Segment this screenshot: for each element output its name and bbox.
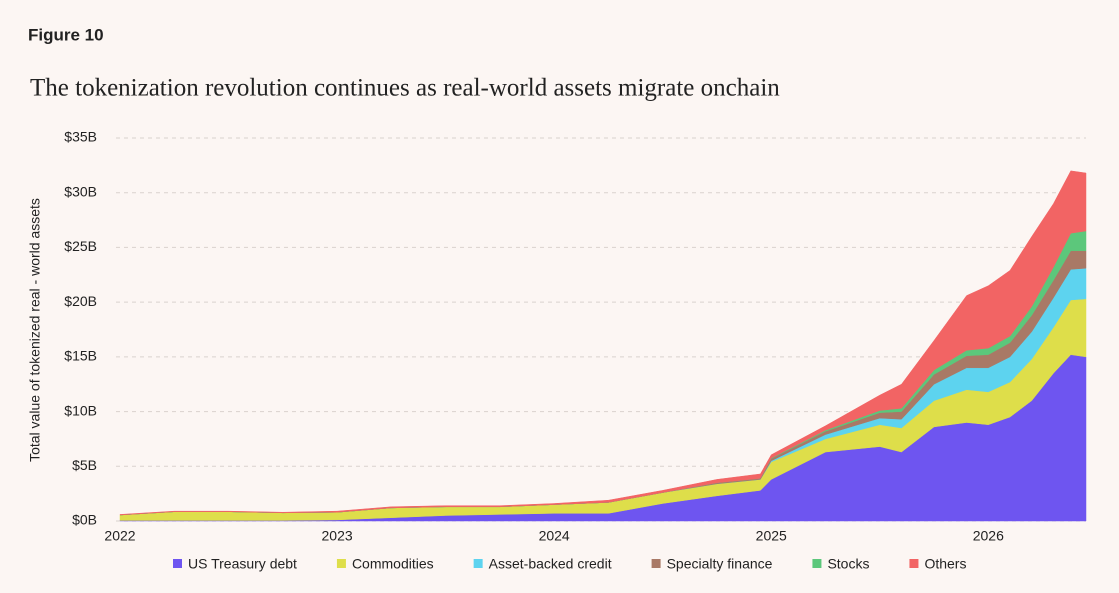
chart-title: The tokenization revolution continues as… <box>30 75 780 102</box>
figure-label: Figure 10 <box>28 25 104 44</box>
y-tick-label: $15B <box>64 348 97 364</box>
legend-label: Stocks <box>827 556 869 572</box>
y-tick-label: $25B <box>64 238 97 254</box>
legend-label: Others <box>924 556 966 572</box>
y-tick-label: $30B <box>64 183 97 199</box>
legend-swatch <box>651 559 661 568</box>
legend-swatch <box>812 559 822 568</box>
legend-swatch <box>473 559 483 568</box>
legend-swatch <box>336 559 346 568</box>
y-axis-label: Total value of tokenized real - world as… <box>27 198 43 462</box>
x-tick-label: 2025 <box>756 528 787 544</box>
legend-swatch <box>909 559 919 568</box>
x-tick-label: 2022 <box>104 528 135 544</box>
y-tick-label: $10B <box>64 402 97 418</box>
legend-label: Commodities <box>352 556 434 572</box>
y-tick-label: $0B <box>72 512 97 528</box>
y-tick-label: $20B <box>64 293 97 309</box>
legend-label: Asset-backed credit <box>489 556 612 572</box>
legend-label: Specialty finance <box>667 556 773 572</box>
legend-swatch <box>173 559 182 568</box>
y-tick-label: $35B <box>64 129 97 145</box>
x-tick-label: 2023 <box>322 528 353 544</box>
x-tick-label: 2026 <box>973 528 1004 544</box>
y-tick-label: $5B <box>72 457 97 473</box>
area <box>119 170 1087 516</box>
legend-label: US Treasury debt <box>188 556 297 572</box>
x-tick-label: 2024 <box>539 528 570 544</box>
